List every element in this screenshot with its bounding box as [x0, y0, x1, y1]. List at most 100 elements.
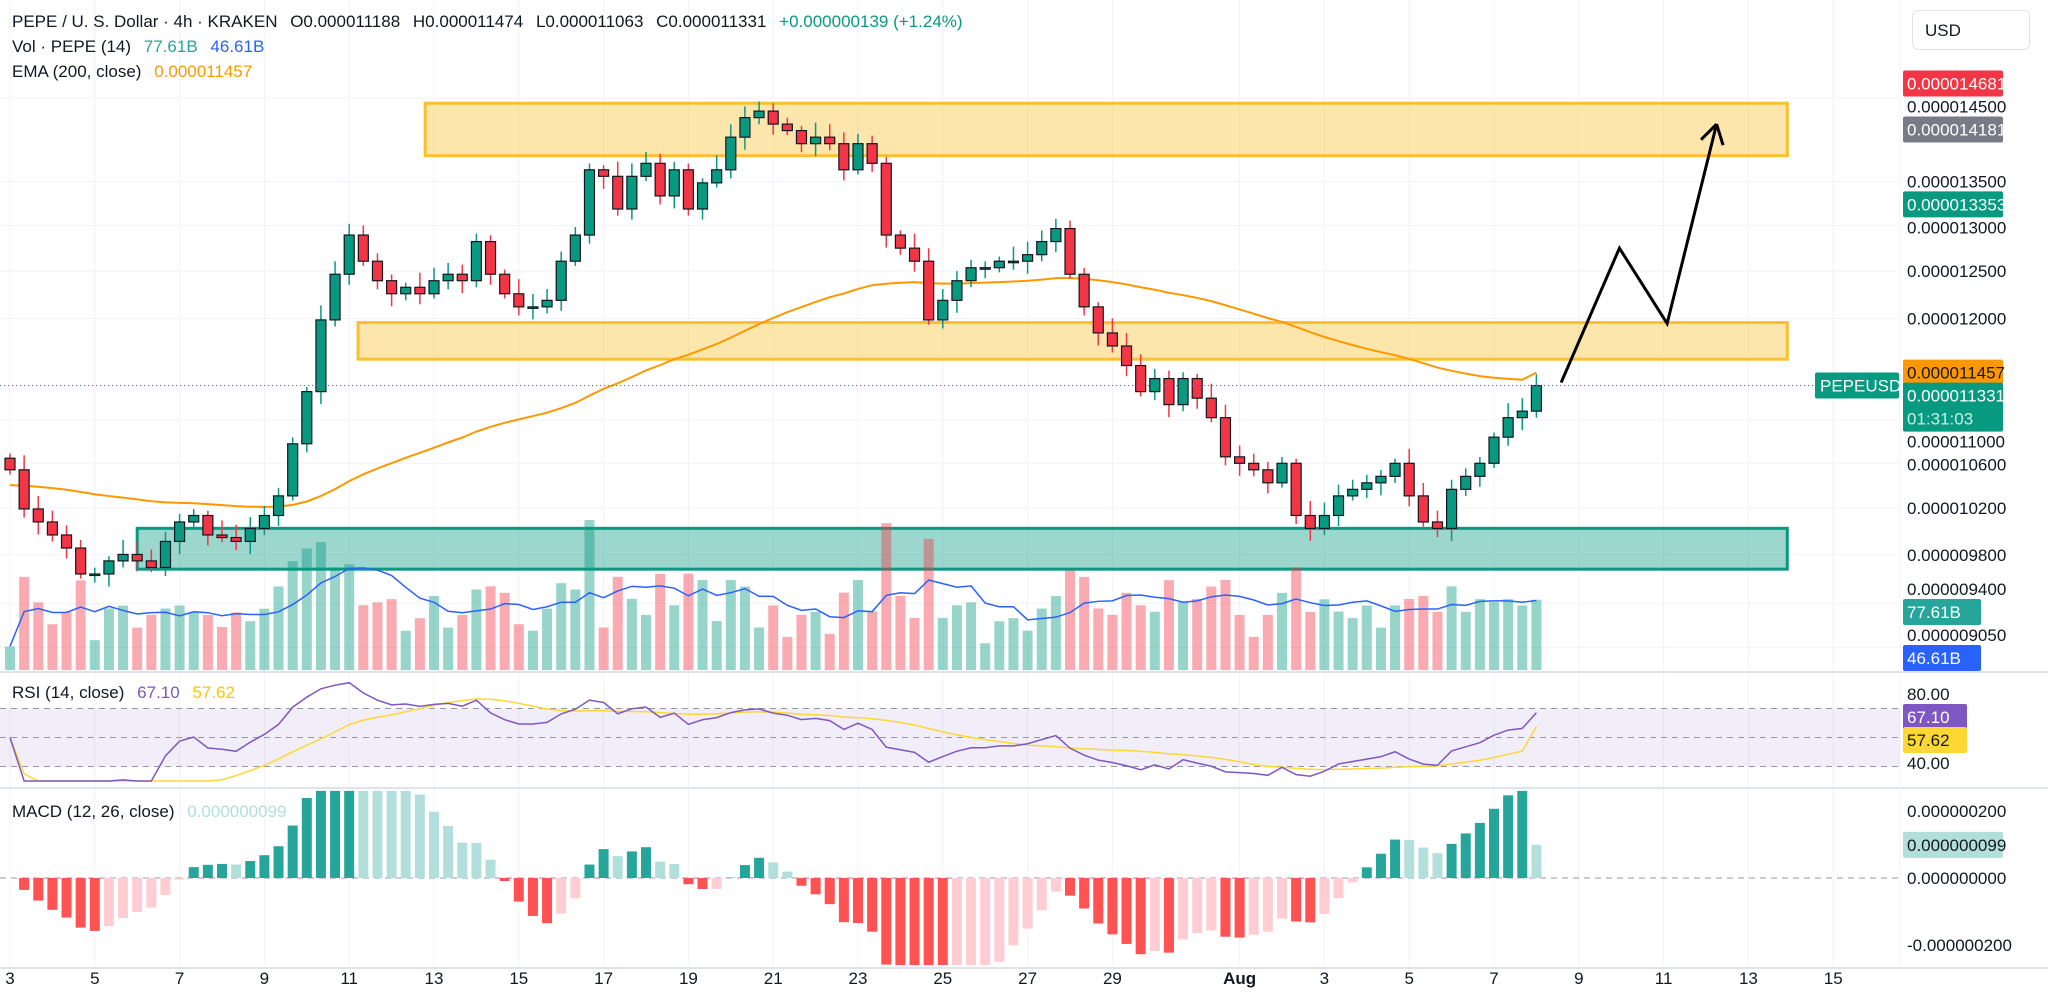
- arrowhead-icon: [1715, 123, 1725, 146]
- volume-bar: [1121, 592, 1132, 670]
- candle-body: [428, 280, 440, 295]
- candle-body: [400, 286, 412, 295]
- resistance-zone: [423, 101, 1789, 158]
- candle-body: [1347, 488, 1359, 497]
- macd-histogram-bar: [909, 878, 920, 966]
- ohlc-open: O0.000011188: [290, 12, 401, 31]
- rsi-legend[interactable]: RSI (14, close) 67.10 57.62: [12, 683, 243, 703]
- macd-histogram-bar: [33, 878, 44, 901]
- volume-bar: [1135, 605, 1146, 670]
- volume-bar: [951, 605, 962, 670]
- volume-bar: [598, 627, 609, 670]
- candle-body: [329, 273, 341, 321]
- candle-body: [145, 560, 157, 569]
- candle-body: [1007, 260, 1020, 264]
- candle-body: [965, 267, 977, 282]
- symbol-title[interactable]: PEPE / U. S. Dollar · 4h · KRAKEN: [12, 12, 278, 31]
- macd-histogram-bar: [1178, 878, 1189, 940]
- candle-body: [824, 136, 836, 145]
- macd-histogram-bar: [683, 878, 694, 885]
- candle-body: [470, 240, 482, 282]
- macd-histogram-bar: [1135, 878, 1146, 955]
- volume-bar: [1206, 586, 1217, 670]
- volume-bar: [867, 611, 878, 670]
- candle-body: [612, 175, 624, 210]
- volume-bar: [61, 611, 72, 670]
- volume-bar: [1489, 602, 1499, 670]
- macd-histogram-bar: [739, 865, 750, 878]
- price-tag: 0.000011457: [1907, 364, 2005, 383]
- candle-body: [583, 169, 596, 236]
- candle-body: [4, 457, 16, 471]
- macd-histogram-bar: [1305, 878, 1316, 923]
- macd-histogram-bar: [132, 878, 143, 913]
- candle-body: [371, 260, 384, 282]
- macd-histogram-bar: [697, 878, 708, 889]
- volume-legend[interactable]: Vol · PEPE (14) 77.61B 46.61B: [12, 37, 272, 57]
- candle-body: [668, 169, 680, 197]
- candle-body: [1502, 417, 1514, 438]
- volume-bar: [1065, 570, 1075, 670]
- volume-bar: [259, 608, 270, 670]
- candle-body: [1445, 488, 1458, 530]
- macd-histogram-bar: [358, 790, 369, 878]
- candle-body: [1064, 227, 1076, 275]
- volume-bar: [881, 523, 892, 670]
- volume-bar: [231, 612, 242, 670]
- price-tag-bg: [1903, 70, 2003, 97]
- macd-histogram-bar: [315, 790, 326, 878]
- volume-bar: [75, 580, 86, 670]
- macd-histogram-bar: [1008, 878, 1019, 946]
- candle-body: [908, 247, 921, 262]
- candle-body: [315, 319, 327, 393]
- macd-histogram-bar: [1121, 878, 1132, 944]
- macd-histogram-bar: [711, 878, 722, 889]
- volume-bar: [527, 630, 538, 670]
- candle-body: [626, 175, 638, 210]
- price-axis-label: 0.000009800: [1907, 546, 2006, 565]
- macd-histogram-bar: [513, 878, 524, 902]
- volume-bar: [739, 586, 750, 670]
- macd-histogram-bar: [796, 878, 807, 886]
- macd-histogram-bar: [160, 878, 171, 896]
- volume-bar: [217, 626, 227, 670]
- volume-bar: [344, 564, 355, 670]
- ema-legend[interactable]: EMA (200, close) 0.000011457: [12, 62, 260, 82]
- macd-histogram-bar: [344, 790, 355, 878]
- volume-bar: [330, 567, 341, 670]
- time-axis-label: 3: [5, 969, 14, 988]
- candle-body: [89, 573, 101, 577]
- rsi-axis-label: 40.00: [1907, 754, 1950, 773]
- macd-histogram-bar: [1361, 867, 1372, 878]
- macd-histogram-bar: [19, 878, 30, 890]
- candle-body: [1332, 495, 1345, 517]
- rsi-tag: 67.10: [1907, 708, 1950, 727]
- candle-body: [640, 162, 652, 177]
- macd-histogram-bar: [782, 871, 793, 878]
- candle-body: [1135, 364, 1147, 393]
- macd-legend[interactable]: MACD (12, 26, close) 0.000000099: [12, 802, 295, 822]
- price-axis-label: 0.000013000: [1907, 218, 2006, 237]
- macd-histogram-bar: [1036, 878, 1047, 911]
- macd-histogram-bar: [881, 878, 892, 965]
- time-axis-label: 9: [260, 969, 269, 988]
- macd-value: 0.000000099: [187, 802, 287, 821]
- macd-histogram-bar: [1531, 844, 1542, 878]
- macd-histogram-bar: [400, 790, 411, 878]
- macd-histogram-bar: [1517, 790, 1528, 878]
- price-axis-label: 0.000010600: [1907, 456, 2006, 475]
- candle-body: [32, 508, 44, 523]
- volume-bar: [1149, 611, 1160, 670]
- candle-body: [442, 273, 454, 282]
- ohlc-change: +0.000000139 (+1.24%): [779, 12, 963, 31]
- macd-histogram-bar: [429, 811, 439, 878]
- volume-bar: [810, 611, 821, 670]
- volume-bar: [1503, 599, 1514, 670]
- macd-histogram-bar: [923, 878, 934, 966]
- volume-bar: [584, 520, 595, 670]
- volume-bar: [1432, 611, 1443, 670]
- macd-histogram-bar: [853, 878, 863, 924]
- currency-button[interactable]: USD: [1912, 10, 2030, 50]
- time-axis-label: 25: [933, 969, 952, 988]
